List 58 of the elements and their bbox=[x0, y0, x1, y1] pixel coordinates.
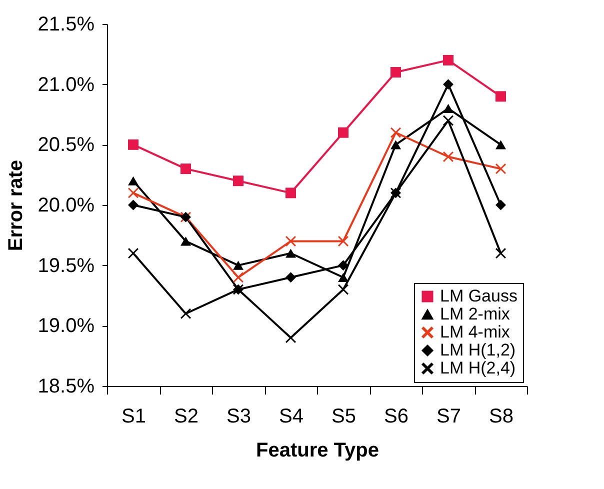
point bbox=[443, 79, 454, 90]
point bbox=[233, 284, 244, 295]
point bbox=[443, 104, 454, 114]
y-tick-label: 21.5% bbox=[38, 14, 95, 36]
legend-label: LM H(1,2) bbox=[440, 340, 516, 360]
point bbox=[338, 284, 348, 295]
point bbox=[233, 176, 244, 186]
point bbox=[233, 260, 244, 270]
point bbox=[128, 176, 138, 186]
y-tick-label: 20.5% bbox=[38, 134, 95, 156]
point bbox=[390, 67, 401, 78]
x-tick-label: S5 bbox=[332, 406, 356, 428]
point bbox=[390, 127, 401, 138]
point bbox=[496, 140, 506, 150]
point bbox=[443, 54, 454, 66]
point bbox=[338, 236, 348, 246]
point bbox=[180, 308, 191, 319]
point bbox=[286, 248, 296, 258]
point bbox=[496, 248, 506, 259]
x-tick-label: S4 bbox=[279, 406, 304, 428]
point bbox=[286, 272, 296, 283]
x-tick-label: S7 bbox=[436, 406, 461, 428]
point bbox=[180, 164, 191, 174]
point bbox=[128, 139, 138, 150]
point bbox=[496, 164, 506, 174]
x-tick-label: S8 bbox=[489, 406, 514, 428]
y-tick-label: 18.5% bbox=[38, 376, 95, 398]
point bbox=[128, 248, 138, 259]
y-tick-label: 21.0% bbox=[38, 74, 95, 96]
point bbox=[443, 115, 454, 126]
x-axis-title: Feature Type bbox=[256, 440, 379, 462]
legend-label: LM 2-mix bbox=[440, 304, 510, 324]
point bbox=[443, 151, 454, 162]
point bbox=[338, 127, 348, 138]
y-tick-label: 19.5% bbox=[38, 254, 95, 277]
point bbox=[496, 200, 506, 210]
point bbox=[233, 272, 244, 283]
y-tick-label: 19.0% bbox=[38, 315, 95, 338]
point bbox=[286, 332, 296, 343]
legend-label: LM 4-mix bbox=[440, 322, 510, 342]
y-axis-title: Error rate bbox=[4, 160, 27, 252]
point bbox=[390, 140, 401, 150]
y-tick-label: 20.0% bbox=[38, 194, 95, 216]
point bbox=[180, 236, 191, 246]
legend-label: LM H(2,4) bbox=[440, 358, 516, 378]
x-tick-label: S2 bbox=[174, 406, 198, 428]
point bbox=[390, 188, 401, 198]
legend-label: LM Gauss bbox=[440, 286, 518, 306]
point bbox=[338, 272, 348, 282]
point bbox=[286, 188, 296, 198]
x-tick-label: S1 bbox=[122, 406, 146, 428]
point bbox=[338, 260, 348, 271]
point bbox=[128, 200, 138, 210]
point bbox=[496, 91, 506, 102]
point bbox=[128, 188, 138, 198]
x-tick-label: S3 bbox=[226, 406, 251, 428]
point bbox=[286, 236, 296, 246]
x-tick-label: S6 bbox=[384, 406, 408, 428]
